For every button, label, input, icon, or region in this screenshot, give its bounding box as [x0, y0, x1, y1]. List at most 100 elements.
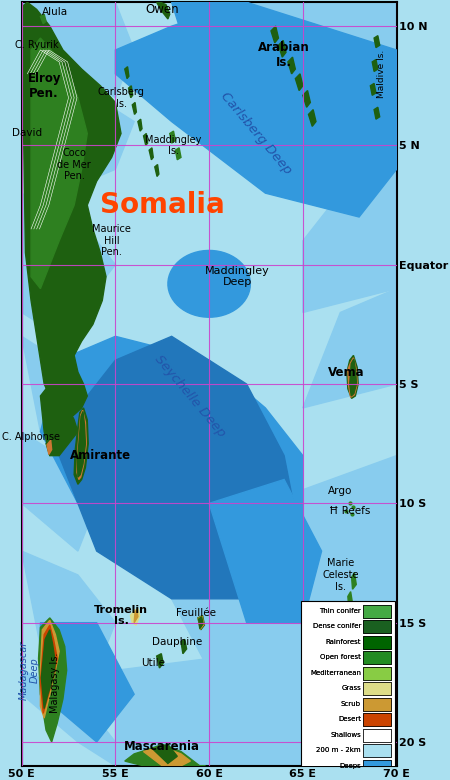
Text: Vema: Vema — [328, 366, 364, 378]
Bar — [363, 651, 391, 665]
Polygon shape — [271, 26, 279, 43]
Polygon shape — [22, 670, 153, 766]
Text: Alula: Alula — [42, 7, 68, 17]
Text: Dense conifer: Dense conifer — [313, 623, 361, 629]
Text: Rainforest: Rainforest — [325, 639, 361, 645]
Polygon shape — [157, 654, 163, 668]
Polygon shape — [22, 551, 115, 670]
Polygon shape — [168, 250, 250, 317]
Polygon shape — [125, 744, 205, 766]
Polygon shape — [40, 384, 78, 456]
Text: Rainforest: Rainforest — [325, 639, 361, 645]
Bar — [363, 682, 391, 696]
Text: C. Ryurik: C. Ryurik — [15, 41, 58, 50]
Polygon shape — [40, 620, 59, 718]
Bar — [363, 667, 391, 680]
Text: Maldive Is.: Maldive Is. — [377, 50, 386, 98]
Text: Elroy
Pen.: Elroy Pen. — [27, 72, 61, 100]
Polygon shape — [309, 110, 316, 126]
Polygon shape — [22, 2, 134, 98]
Text: Madagascar
Deep: Madagascar Deep — [18, 640, 40, 700]
Polygon shape — [181, 640, 187, 654]
Text: Mediterranean: Mediterranean — [310, 670, 361, 675]
Polygon shape — [171, 2, 396, 169]
Polygon shape — [22, 336, 78, 432]
Text: Amirante: Amirante — [70, 449, 131, 462]
Bar — [301, 601, 395, 780]
Polygon shape — [149, 148, 153, 160]
Polygon shape — [351, 573, 356, 589]
Bar — [363, 760, 391, 773]
Text: Scrub: Scrub — [341, 700, 361, 707]
Polygon shape — [31, 38, 87, 289]
Bar — [363, 620, 391, 633]
Text: Thin conifer: Thin conifer — [319, 608, 361, 614]
Polygon shape — [198, 616, 204, 629]
Bar — [363, 744, 391, 757]
Polygon shape — [303, 289, 396, 408]
Polygon shape — [22, 193, 115, 336]
Text: Maurice
Hill
Pen.: Maurice Hill Pen. — [92, 225, 131, 257]
Polygon shape — [153, 744, 177, 764]
Text: Coco
de Mer
Pen.: Coco de Mer Pen. — [57, 148, 91, 181]
Polygon shape — [22, 74, 134, 193]
Polygon shape — [279, 41, 286, 57]
Polygon shape — [170, 131, 176, 143]
Polygon shape — [348, 592, 352, 608]
Text: Dense conifer: Dense conifer — [313, 623, 361, 629]
Polygon shape — [115, 2, 396, 217]
Text: Grass: Grass — [341, 686, 361, 691]
Polygon shape — [176, 148, 181, 160]
Text: Utile: Utile — [141, 658, 165, 668]
Polygon shape — [40, 14, 46, 23]
Text: Maddingley
Is.: Maddingley Is. — [145, 135, 202, 156]
Polygon shape — [171, 456, 396, 670]
Text: Desert: Desert — [338, 716, 361, 722]
Bar — [363, 760, 391, 773]
Bar — [363, 714, 391, 726]
Text: Carlsberg Deep: Carlsberg Deep — [218, 90, 294, 177]
Bar — [363, 667, 391, 680]
Polygon shape — [138, 119, 142, 131]
Text: Thin conifer: Thin conifer — [319, 608, 361, 614]
Text: Shallows: Shallows — [330, 732, 361, 738]
Text: 200 m - 2km: 200 m - 2km — [316, 747, 361, 753]
Polygon shape — [129, 86, 133, 98]
Text: Mascarenia: Mascarenia — [124, 740, 200, 753]
Polygon shape — [39, 618, 67, 742]
Polygon shape — [372, 59, 378, 72]
Bar — [363, 604, 391, 618]
Polygon shape — [77, 412, 86, 477]
Polygon shape — [41, 629, 55, 708]
Polygon shape — [370, 83, 376, 95]
Polygon shape — [144, 133, 148, 145]
Polygon shape — [130, 608, 140, 625]
Polygon shape — [350, 359, 356, 396]
Polygon shape — [347, 356, 358, 399]
Text: Open forest: Open forest — [320, 654, 361, 660]
Polygon shape — [144, 746, 190, 766]
Polygon shape — [209, 2, 396, 122]
Text: David: David — [12, 129, 42, 139]
Polygon shape — [374, 36, 380, 48]
Polygon shape — [125, 66, 129, 79]
Polygon shape — [198, 617, 203, 629]
Bar — [363, 729, 391, 742]
Polygon shape — [40, 622, 134, 742]
Text: Arabian
Is.: Arabian Is. — [258, 41, 310, 69]
Polygon shape — [74, 408, 88, 484]
Text: Somalia: Somalia — [100, 191, 225, 219]
Text: Feuillée: Feuillée — [176, 608, 216, 618]
Text: Desert: Desert — [338, 716, 361, 722]
Polygon shape — [115, 647, 303, 766]
Bar — [363, 604, 391, 618]
Text: Mediterranean: Mediterranean — [310, 670, 361, 675]
Bar — [363, 744, 391, 757]
Bar — [363, 714, 391, 726]
Text: Ħ Reefs: Ħ Reefs — [329, 505, 370, 516]
Polygon shape — [303, 74, 396, 193]
Polygon shape — [295, 74, 303, 90]
Polygon shape — [353, 601, 358, 618]
Text: Tromelin
Is.: Tromelin Is. — [94, 604, 148, 626]
Bar — [363, 636, 391, 649]
